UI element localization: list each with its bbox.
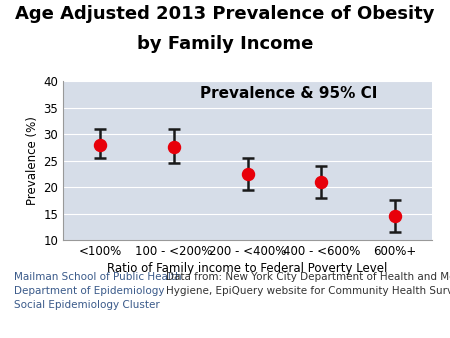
Text: Data from: New York City Department of Health and Mental
Hygiene, EpiQuery websi: Data from: New York City Department of H…: [166, 272, 450, 296]
Point: [170, 145, 177, 150]
Point: [96, 142, 104, 147]
Point: [318, 179, 325, 185]
Text: Age Adjusted 2013 Prevalence of Obesity: Age Adjusted 2013 Prevalence of Obesity: [15, 5, 435, 23]
Point: [392, 214, 399, 219]
Y-axis label: Prevalence (%): Prevalence (%): [26, 116, 39, 205]
Point: [244, 171, 251, 176]
Text: Mailman School of Public Health
Department of Epidemiology
Social Epidemiology C: Mailman School of Public Health Departme…: [14, 272, 181, 310]
Text: by Family Income: by Family Income: [137, 35, 313, 53]
Text: Prevalence & 95% CI: Prevalence & 95% CI: [199, 86, 377, 101]
X-axis label: Ratio of Family income to Federal Poverty Level: Ratio of Family income to Federal Povert…: [107, 262, 388, 275]
